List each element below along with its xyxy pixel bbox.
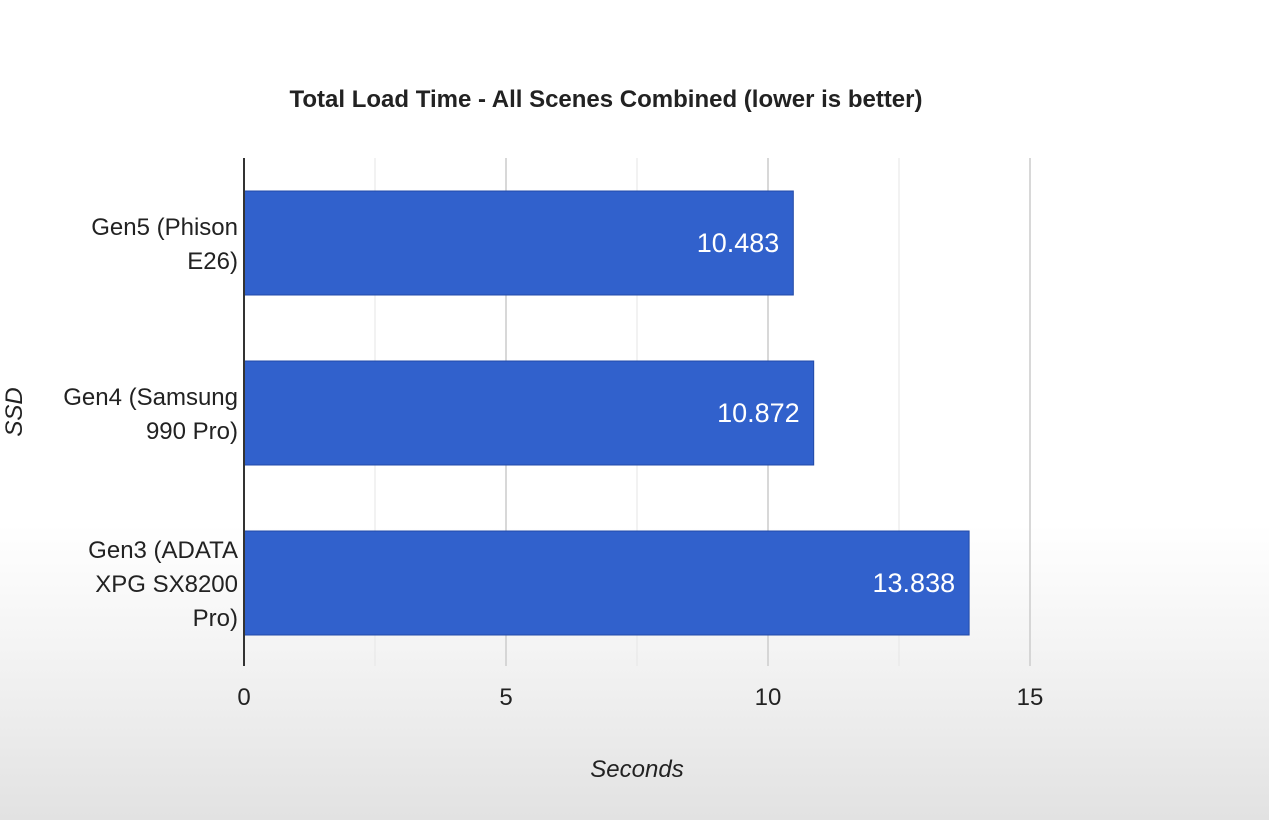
x-tick-label: 0 xyxy=(237,684,250,711)
bar xyxy=(243,190,794,296)
bar-value-label: 10.872 xyxy=(717,398,800,428)
bar-value-label: 10.483 xyxy=(697,228,780,258)
bar-value-label: 13.838 xyxy=(873,568,956,598)
bar xyxy=(243,360,815,466)
category-label: Gen5 (Phison E26) xyxy=(91,214,238,275)
bars: 10.483 10.872 13.838 xyxy=(243,190,970,636)
category-labels: Gen5 (Phison E26) Gen4 (Samsung 990 Pro) Gen… xyxy=(63,214,238,632)
bar xyxy=(243,530,970,636)
x-tick-label: 5 xyxy=(499,684,512,711)
chart-title: Total Load Time - All Scenes Combined (l… xyxy=(290,86,923,113)
x-tick-labels: 0 5 10 15 xyxy=(237,684,1043,711)
y-axis-title: SSD xyxy=(1,387,28,436)
category-label: Gen4 (Samsung 990 Pro) xyxy=(63,384,238,445)
x-axis-title: Seconds xyxy=(590,756,683,783)
x-tick-label: 15 xyxy=(1017,684,1044,711)
category-label: Gen3 (ADATA XPG SX8200 Pro) xyxy=(88,537,238,632)
x-tick-label: 10 xyxy=(755,684,782,711)
